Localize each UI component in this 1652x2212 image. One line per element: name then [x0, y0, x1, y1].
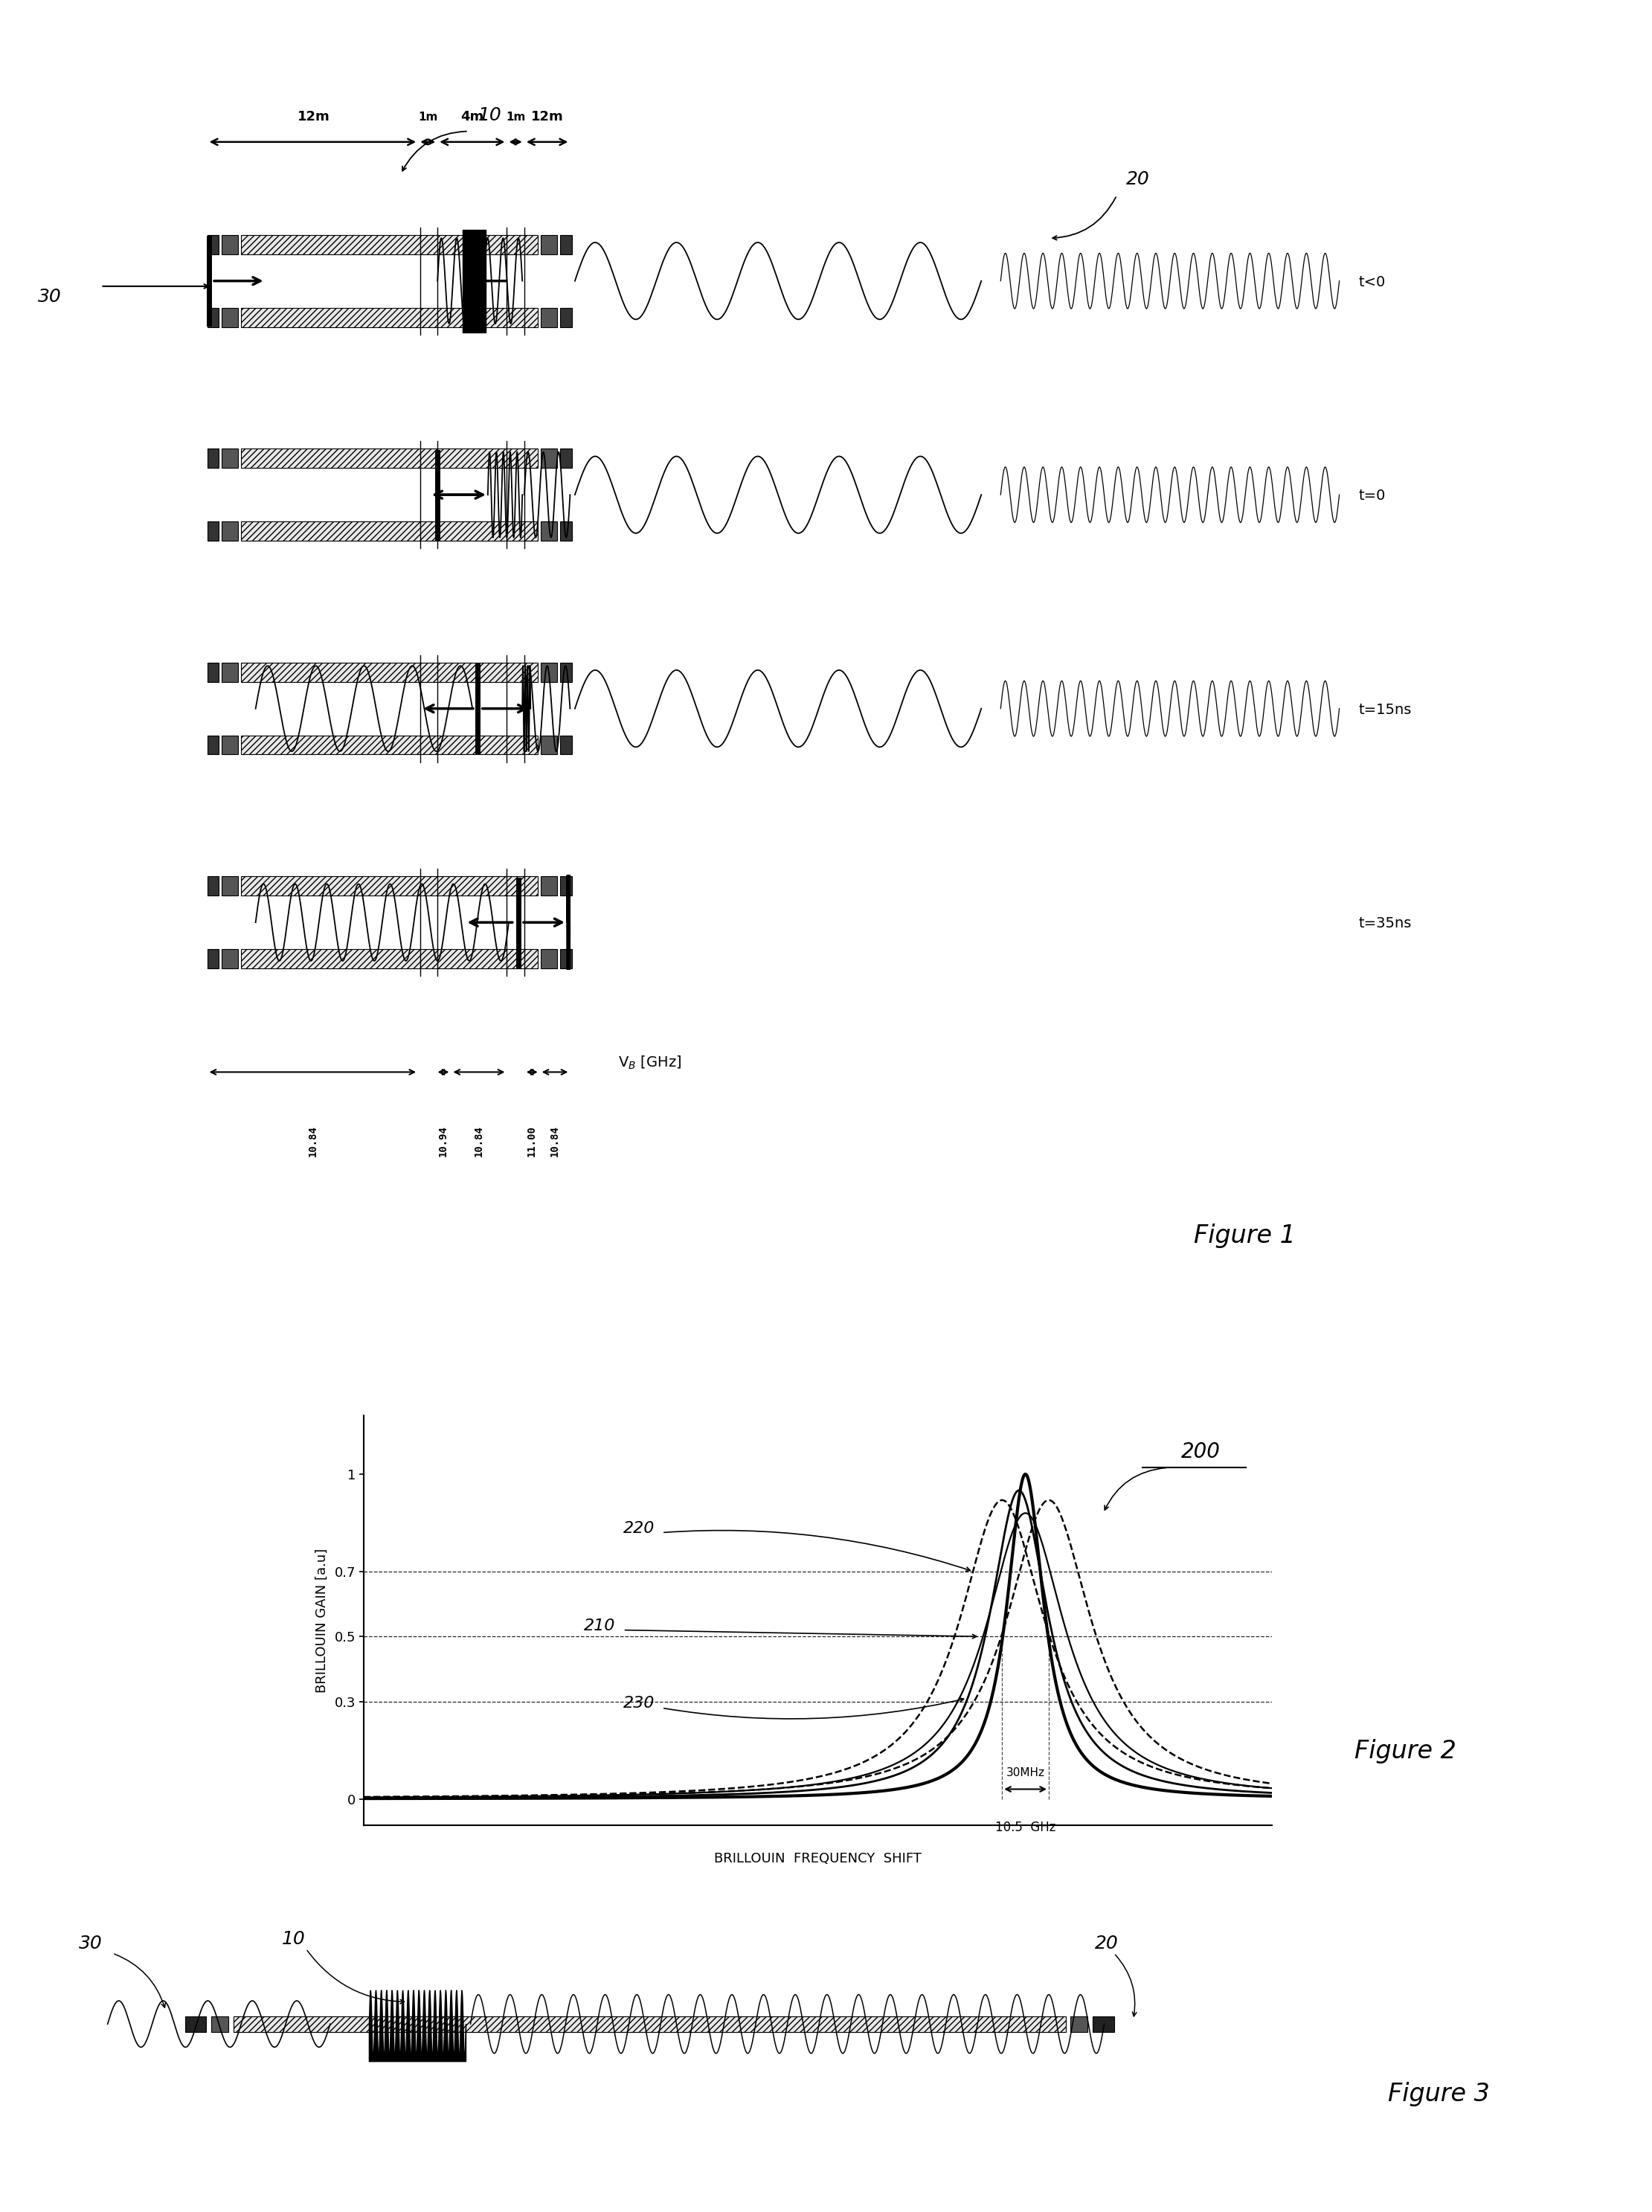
Text: 30: 30 [38, 288, 61, 305]
Bar [1092, 2015, 1113, 2033]
Bar [206, 449, 218, 469]
Text: 10: 10 [282, 1931, 306, 1949]
Bar [560, 307, 572, 327]
Text: 200: 200 [1181, 1442, 1221, 1462]
Text: Figure 1: Figure 1 [1194, 1223, 1295, 1248]
Text: t=15ns: t=15ns [1358, 703, 1412, 717]
Text: 230: 230 [623, 1697, 654, 1710]
Text: 10: 10 [477, 106, 502, 124]
Text: 220: 220 [623, 1520, 654, 1535]
Bar [540, 949, 557, 969]
Text: 10.5  GHz: 10.5 GHz [995, 1820, 1056, 1834]
Text: t=0: t=0 [1358, 489, 1386, 502]
Bar [206, 734, 218, 754]
Text: t<0: t<0 [1358, 274, 1386, 290]
Bar [206, 307, 218, 327]
Bar [206, 876, 218, 896]
Bar [540, 522, 557, 540]
Bar [221, 234, 238, 254]
Bar [560, 949, 572, 969]
Text: 30: 30 [79, 1936, 102, 1953]
Bar [560, 876, 572, 896]
Text: 11.00: 11.00 [527, 1126, 537, 1157]
Text: BRILLOUIN  FREQUENCY  SHIFT: BRILLOUIN FREQUENCY SHIFT [714, 1851, 922, 1865]
Bar [221, 876, 238, 896]
Text: 210: 210 [585, 1619, 616, 1632]
Text: 1m: 1m [506, 111, 525, 124]
Bar [206, 234, 218, 254]
Bar [540, 734, 557, 754]
Bar [233, 2015, 1066, 2033]
Bar [540, 234, 557, 254]
Text: t=35ns: t=35ns [1358, 916, 1412, 931]
Text: 20: 20 [1127, 170, 1150, 188]
Bar [233, 2015, 1061, 2033]
Text: 12m: 12m [297, 111, 330, 124]
Bar [560, 664, 572, 681]
Text: 10.94: 10.94 [438, 1126, 448, 1157]
Text: 30MHz: 30MHz [1006, 1767, 1044, 1778]
Bar [241, 734, 539, 754]
Bar [206, 949, 218, 969]
Text: 20: 20 [1095, 1936, 1118, 1953]
Bar [221, 449, 238, 469]
Text: Figure 3: Figure 3 [1388, 2081, 1490, 2106]
Bar [241, 234, 539, 254]
Bar [560, 734, 572, 754]
Text: Figure 2: Figure 2 [1355, 1739, 1457, 1763]
Y-axis label: BRILLOUIN GAIN [a.u]: BRILLOUIN GAIN [a.u] [316, 1548, 329, 1692]
Bar [241, 307, 539, 327]
Bar [241, 876, 539, 896]
Bar [211, 2015, 228, 2033]
Bar [540, 307, 557, 327]
Bar [221, 522, 238, 540]
Bar [560, 522, 572, 540]
Bar [560, 449, 572, 469]
Bar [206, 664, 218, 681]
Text: 10.84: 10.84 [307, 1126, 317, 1157]
Bar [221, 664, 238, 681]
Bar [221, 307, 238, 327]
Text: 1m: 1m [418, 111, 438, 124]
Bar [540, 664, 557, 681]
Bar [221, 949, 238, 969]
Bar [221, 734, 238, 754]
Text: V$_B$ [GHz]: V$_B$ [GHz] [618, 1055, 682, 1071]
Bar [1070, 2015, 1087, 2033]
Bar [540, 876, 557, 896]
Text: 10.84: 10.84 [474, 1126, 484, 1157]
Bar [540, 449, 557, 469]
Bar [185, 2015, 206, 2033]
Bar [560, 234, 572, 254]
Bar [241, 664, 539, 681]
Bar [206, 522, 218, 540]
Bar [241, 522, 539, 540]
Text: 12m: 12m [530, 111, 563, 124]
Text: 10.84: 10.84 [550, 1126, 560, 1157]
Bar [241, 449, 539, 469]
Text: 4m: 4m [461, 111, 484, 124]
Bar [241, 949, 539, 969]
